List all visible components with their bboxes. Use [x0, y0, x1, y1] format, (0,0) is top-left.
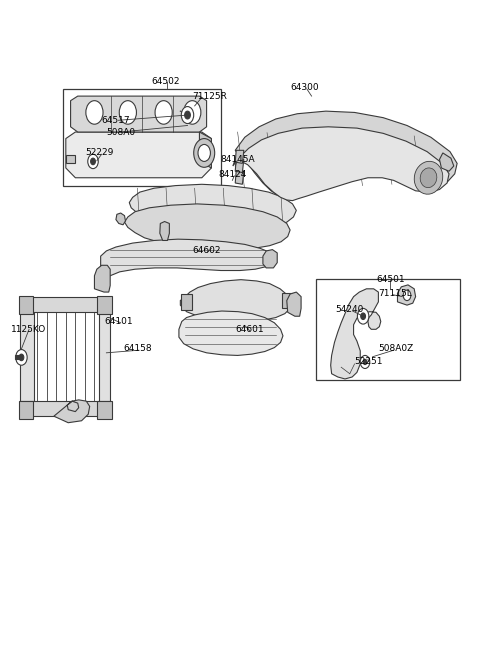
Bar: [97, 401, 112, 419]
Circle shape: [363, 359, 367, 365]
Polygon shape: [287, 292, 301, 316]
Polygon shape: [66, 132, 211, 178]
Bar: [19, 401, 33, 419]
Bar: [19, 296, 33, 314]
Polygon shape: [21, 401, 110, 416]
Ellipse shape: [420, 168, 437, 188]
Text: 71115L: 71115L: [378, 289, 412, 298]
Text: 64501: 64501: [376, 274, 405, 283]
Polygon shape: [233, 127, 449, 201]
Text: 1125KO: 1125KO: [11, 325, 46, 334]
Text: 64300: 64300: [290, 83, 319, 92]
Polygon shape: [99, 298, 110, 413]
Text: 64101: 64101: [104, 317, 132, 326]
Circle shape: [91, 158, 96, 165]
Circle shape: [155, 100, 172, 124]
Polygon shape: [235, 150, 244, 163]
Polygon shape: [179, 311, 283, 356]
Circle shape: [194, 138, 215, 167]
Circle shape: [185, 111, 191, 119]
Circle shape: [119, 100, 136, 124]
Circle shape: [358, 308, 369, 324]
Polygon shape: [101, 239, 275, 287]
Polygon shape: [180, 279, 291, 321]
Circle shape: [360, 356, 370, 369]
Polygon shape: [181, 294, 192, 310]
Text: 71125R: 71125R: [192, 92, 227, 100]
Polygon shape: [15, 356, 22, 359]
Circle shape: [19, 354, 24, 361]
Polygon shape: [21, 297, 110, 312]
Circle shape: [361, 313, 365, 319]
Polygon shape: [440, 153, 454, 171]
Text: 54240: 54240: [336, 305, 364, 314]
Polygon shape: [235, 171, 244, 184]
Bar: [316, 279, 459, 380]
Polygon shape: [160, 222, 169, 241]
Polygon shape: [124, 204, 290, 250]
Circle shape: [403, 290, 411, 300]
Polygon shape: [71, 96, 206, 132]
Bar: [63, 89, 221, 186]
Polygon shape: [331, 289, 381, 379]
Circle shape: [16, 350, 27, 365]
Text: 52251: 52251: [355, 358, 383, 367]
Text: 64517: 64517: [102, 115, 130, 125]
Circle shape: [181, 106, 194, 123]
Text: 84145A: 84145A: [220, 155, 254, 164]
Polygon shape: [199, 132, 211, 168]
Ellipse shape: [414, 161, 443, 194]
Circle shape: [198, 144, 210, 161]
Polygon shape: [21, 298, 34, 413]
Polygon shape: [116, 213, 125, 225]
Circle shape: [184, 100, 201, 124]
Text: 64602: 64602: [192, 247, 221, 255]
Polygon shape: [66, 155, 75, 163]
Bar: [97, 296, 112, 314]
Polygon shape: [95, 265, 110, 292]
Circle shape: [88, 154, 98, 169]
Circle shape: [86, 100, 103, 124]
Text: 508A0Z: 508A0Z: [378, 344, 414, 354]
Text: 64158: 64158: [123, 344, 152, 354]
Text: 64601: 64601: [235, 325, 264, 334]
Text: 64502: 64502: [152, 77, 180, 85]
Polygon shape: [397, 285, 416, 305]
Polygon shape: [263, 250, 277, 268]
Text: 508A0: 508A0: [107, 127, 135, 136]
Polygon shape: [129, 184, 296, 230]
Polygon shape: [282, 293, 293, 308]
Text: 52229: 52229: [85, 148, 113, 157]
Polygon shape: [235, 159, 244, 173]
Polygon shape: [54, 400, 90, 422]
Text: 84124: 84124: [218, 170, 247, 179]
Polygon shape: [235, 111, 457, 197]
